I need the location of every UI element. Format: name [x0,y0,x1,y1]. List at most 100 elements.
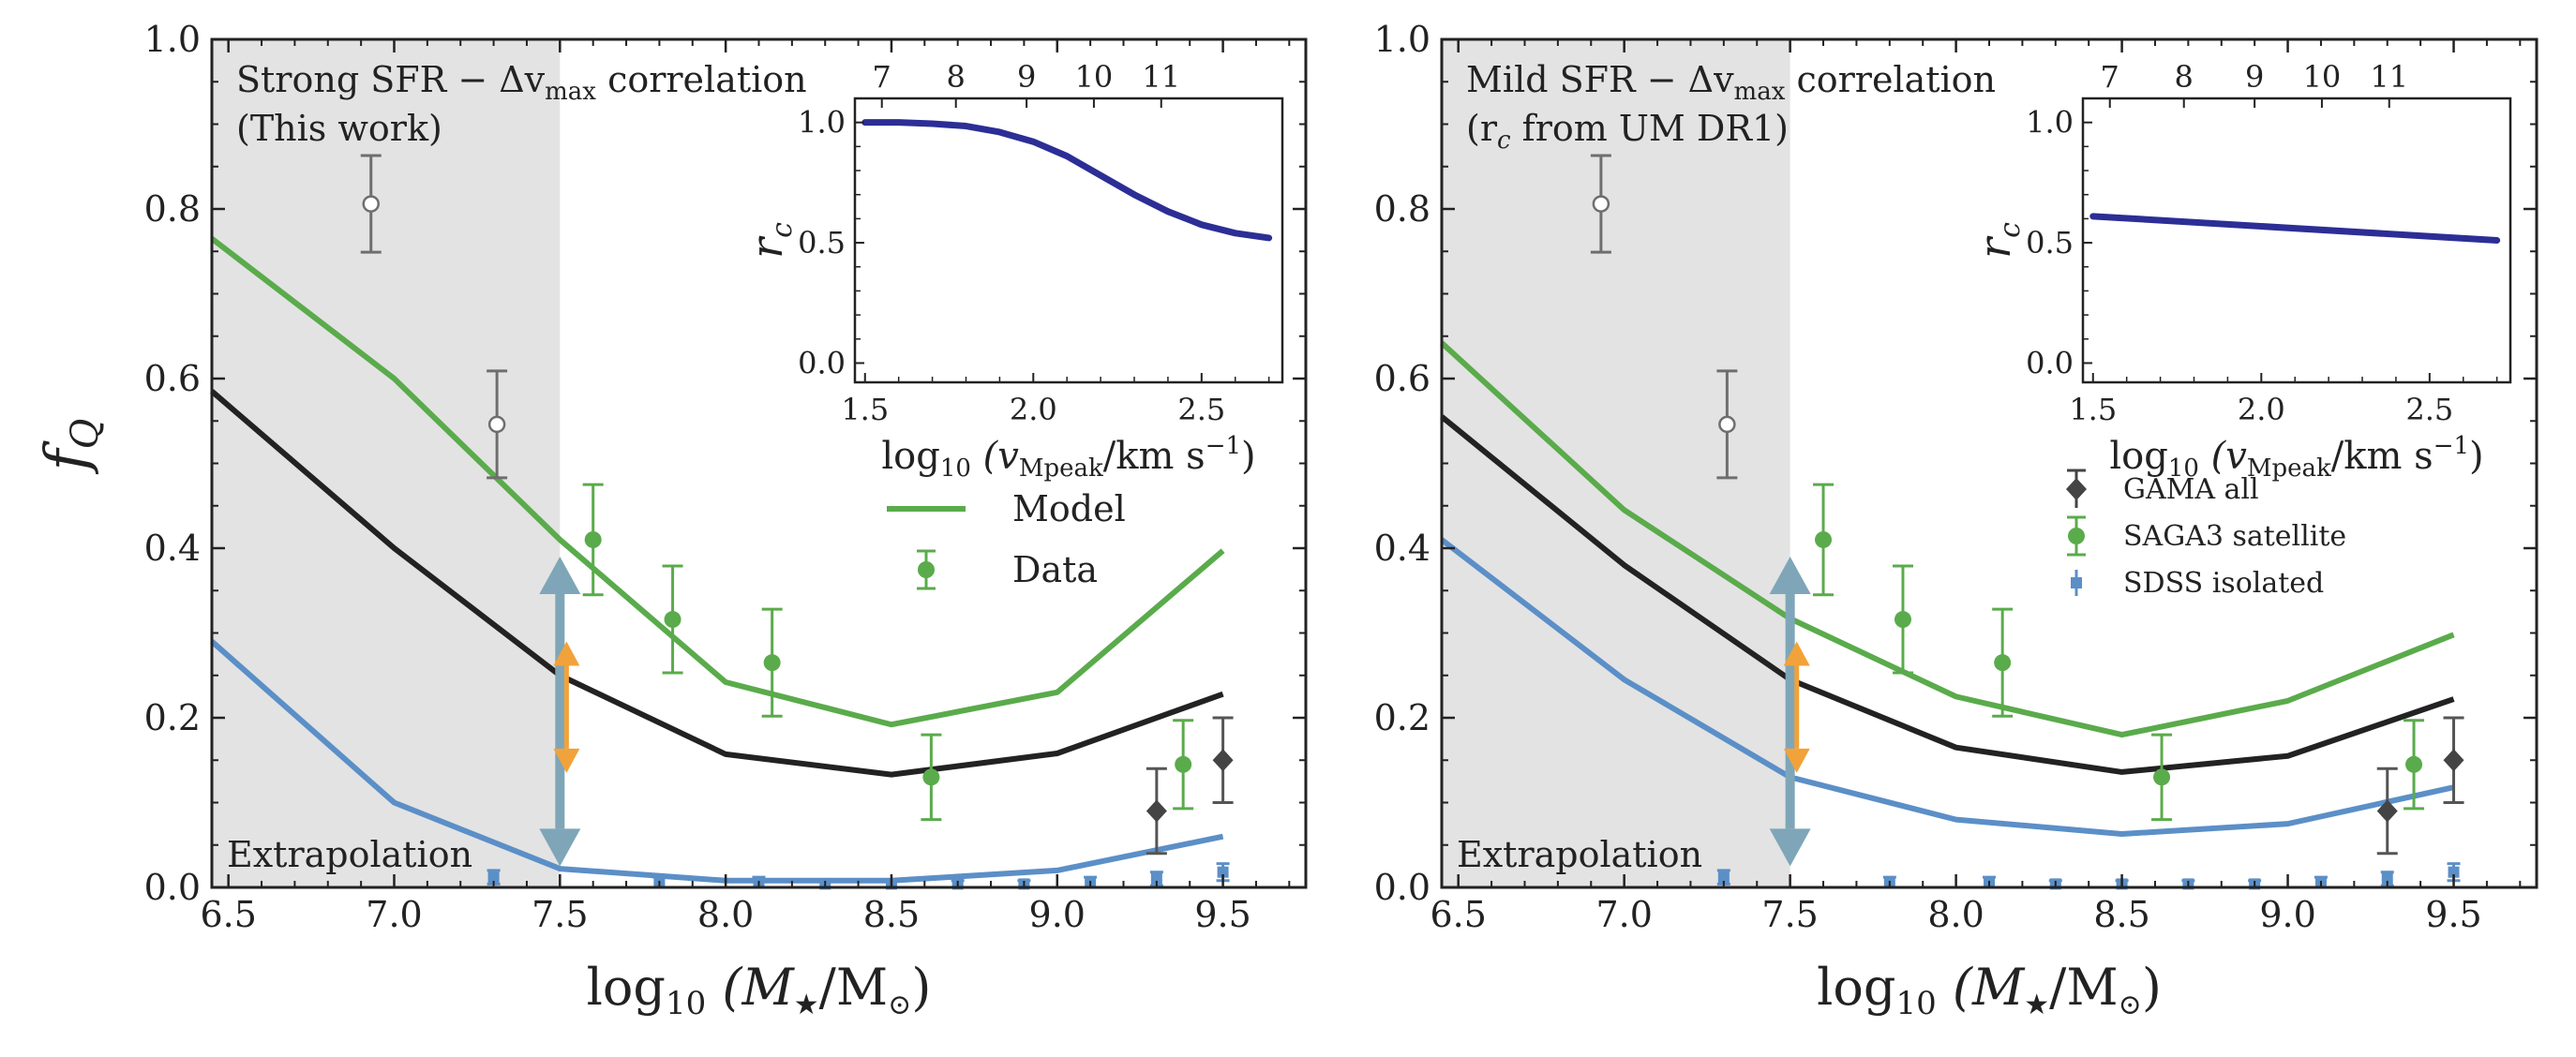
p1-annotation-tail: correlation [596,59,807,100]
p2-annotation-line1: Mild SFR − Δvmax correlation [1466,59,1996,106]
p2-inset-rc-curve [2089,213,2501,244]
p2-x-tick-label: 6.5 [1430,894,1486,935]
p1-inset-x-tick-label: 2.5 [1177,392,1225,427]
p2-x-tick-label: 8.5 [2093,894,2149,935]
p2-annotation-line2: (rc from UM DR1) [1466,108,1789,155]
p1-inset-xlabel-log: log [881,435,939,478]
p1-xlabel-sun: ⊙ [888,989,911,1021]
p1-legend-label: Model [1012,488,1126,529]
p2-xlabel-log: log [1817,958,1895,1017]
p1-point-sdss [1150,872,1162,885]
p1-point-saga [1175,755,1192,773]
p2-inset-top-tick-label: 7 [2101,59,2119,95]
p2-point-saga [1894,611,1911,629]
p1-inset-y-axis-label: rc [741,222,799,259]
p2-inset-y-tick-label: 0.5 [2026,225,2074,261]
p2-series-line-green [1439,340,2455,738]
p2-y-tick-label: 0.8 [1374,188,1430,230]
p2-series-line-black [1440,414,2455,775]
p2-inset-xlabel-exp: −1 [2434,432,2469,460]
p1-annotation-line2-text: (This work) [236,108,442,149]
p1-y-tick-label: 0.0 [144,867,201,908]
p2-arrow-head-up-teal_arrow [1769,557,1811,595]
p1-arrow-head-up-orange_arrow [553,641,580,666]
p1-inset-x-axis-label: log10 (vMpeak/km s−1) [881,432,1255,483]
p1-extrapolation-region [212,39,561,887]
p2-inset-xlabel-vsub: Mpeak [2247,454,2331,483]
p2-inset-ylabel-sub: c [1994,222,2027,238]
p1-inset-rc-curve [861,119,1273,242]
p2-x-tick-label: 9.0 [2259,894,2315,935]
p2-point-saga [1994,654,2012,672]
p1-inset-xlabel-unit: /km s [1103,435,1206,478]
p1-x-tick-label: 8.0 [697,894,754,935]
p2-xlabel-sun: ⊙ [2119,989,2142,1021]
p1-legend-swatch-point [918,561,935,578]
p2-inset-top-tick-label: 10 [2303,59,2342,95]
p1-inset-y-tick-label: 0.5 [798,225,846,261]
p1-arrow-head-down-teal_arrow [539,828,581,867]
p1-y-tick-label: 1.0 [144,19,201,60]
p2-point-gama [2376,799,2398,823]
p2-inset-top-tick-label: 11 [2370,59,2408,95]
p2-y-tick-label: 0.2 [1374,697,1430,738]
p2-point-saga [1815,530,1833,548]
p1-inset-top-tick-label: 10 [1075,59,1114,95]
p2-inset-y-tick-label: 1.0 [2026,105,2074,141]
p1-series-line-green [210,236,1225,728]
p1-x-tick-label: 7.0 [366,894,422,935]
p2-inset-xlabel-sub: 10 [2168,454,2199,483]
p2-point-saga [2153,768,2171,786]
p1-x-tick-label: 9.0 [1029,894,1086,935]
p2-point-saga-extrapolated [1718,415,1736,434]
p1-point-gama [1146,799,1167,823]
p2-inset-y-tick-label: 0.0 [2026,345,2074,380]
p1-inset-y-tick-label: 0.0 [798,345,846,380]
p2-legend-swatch-diamond [2066,478,2087,500]
p1-x-tick-label: 8.5 [863,894,920,935]
p2-legend: GAMA all SAGA3 satellite SDSS isolated [2066,469,2346,600]
p1-x-axis-label: log10 (M★/M⊙) [587,958,932,1022]
p1-ylabel-sub: Q [64,419,107,450]
p1-inset-xlabel-body: (v [971,435,1019,478]
p1-series-line-black [210,389,1224,778]
p1-point-saga [763,654,781,672]
p1-point-saga-extrapolated [487,415,506,434]
p1-inset-top-tick-label: 11 [1142,59,1180,95]
p1-inset-x-tick-label: 2.0 [1010,392,1057,427]
p2-x-axis-label: log10 (M★/M⊙) [1817,958,2162,1022]
p2-x-tick-label: 8.0 [1927,894,1984,935]
p2-xlabel-star: ★ [2024,989,2049,1021]
p2-annotation-main: Mild SFR − Δv [1466,59,1734,100]
p1-legend-label: Data [1012,549,1098,590]
p1-extrapolation-label: Extrapolation [227,834,472,875]
p1-point-sdss [487,871,500,884]
p2-arrow-head-down-orange_arrow [1783,748,1810,773]
p1-point-gama [1212,749,1234,772]
p1-arrow-head-up-teal_arrow [539,557,581,595]
p1-xlabel-end: ) [911,958,931,1017]
p2-extrapolation-label: Extrapolation [1457,834,1702,875]
p2-inset-xlabel-log: log [2109,435,2167,478]
p1-xlabel-star: ★ [794,989,819,1021]
p1-y-tick-label: 0.8 [144,188,201,230]
p2-annotation-line2-post: from UM DR1) [1511,108,1789,149]
p1-inset-x-tick-label: 1.5 [841,392,889,427]
p1-inset-top-tick-label: 8 [947,59,966,95]
p2-legend-label: GAMA all [2123,473,2259,506]
p1-annotation-main: Strong SFR − Δv [236,59,546,100]
p2-x-tick-label: 7.0 [1595,894,1652,935]
panel-right: 6.5 7.0 7.5 8.0 8.5 9.0 9.5 0.0 0.2 0.4 0.6 0.8 1.0 l… [1374,19,2539,1022]
p1-y-tick-label: 0.6 [144,358,201,399]
p2-x-tick-label: 9.5 [2425,894,2481,935]
p1-xlabel-log: log [587,958,666,1017]
p1-point-saga-extrapolated [362,195,380,213]
p1-x-tick-label: 6.5 [200,894,256,935]
p2-inset-xlabel-body: (v [2199,435,2247,478]
p2-y-tick-label: 0.4 [1374,528,1430,569]
p2-inset-top-tick-label: 9 [2245,59,2264,95]
p1-annotation-line2: (This work) [236,108,442,149]
